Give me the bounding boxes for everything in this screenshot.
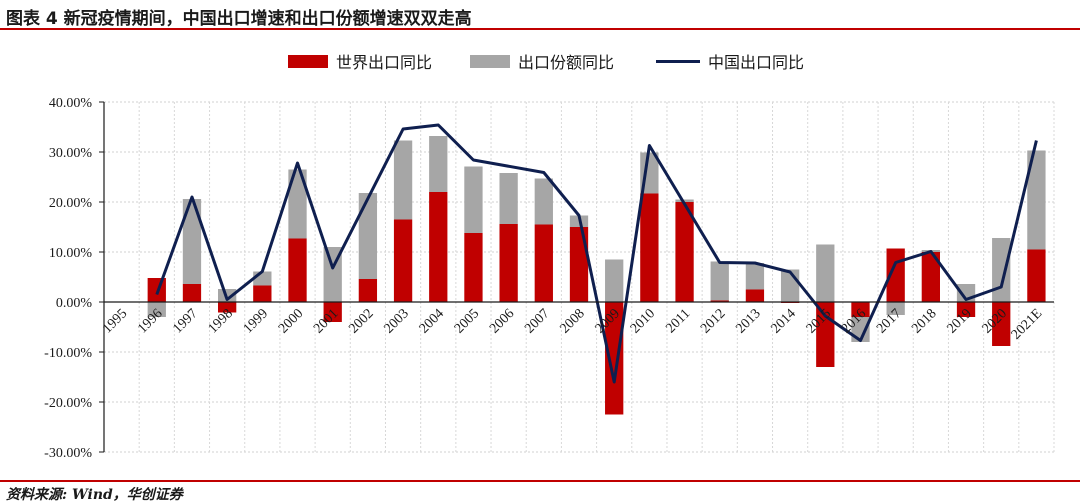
bar-share bbox=[499, 173, 518, 224]
bar-share bbox=[253, 271, 272, 286]
x-tick-label: 2002 bbox=[346, 306, 376, 336]
figure-header: 图表 4 新冠疫情期间，中国出口增速和出口份额增速双双走高 bbox=[0, 0, 1080, 30]
x-tick-label: 2008 bbox=[557, 306, 587, 336]
y-tick-label: -20.00% bbox=[44, 396, 92, 411]
figure-footer: 资料来源: Wind，华创证券 bbox=[0, 480, 1080, 504]
y-tick-label: -10.00% bbox=[44, 346, 92, 361]
bar-share bbox=[393, 140, 413, 220]
source-note: 资料来源: Wind，华创证券 bbox=[6, 487, 183, 503]
x-tick-label: 2021E bbox=[1009, 306, 1045, 342]
legend-swatch-share bbox=[470, 54, 510, 68]
y-tick-label: 30.00% bbox=[49, 146, 93, 161]
bar-share bbox=[429, 136, 448, 192]
x-tick-label: 2003 bbox=[381, 306, 411, 336]
bar-world bbox=[393, 219, 413, 302]
legend-item-world: 世界出口同比 bbox=[288, 48, 432, 74]
chart-svg: -30.00% -20.00% -10.00% 0.00% 10.00% 20.00% 30… bbox=[44, 96, 1055, 461]
x-tick-label: 1997 bbox=[170, 306, 200, 336]
bar-world bbox=[147, 278, 166, 302]
bar-world bbox=[323, 302, 342, 322]
legend-label-share: 出口份额同比 bbox=[518, 53, 615, 72]
bar-world bbox=[605, 302, 624, 415]
x-tick-label: 2013 bbox=[733, 306, 763, 336]
bar-world bbox=[851, 302, 870, 317]
x-tick-label: 1999 bbox=[241, 306, 271, 336]
bar-world bbox=[992, 302, 1011, 346]
line-series bbox=[155, 123, 1038, 384]
bar-share bbox=[745, 263, 765, 290]
x-tick-label: 2004 bbox=[417, 306, 447, 336]
x-tick-label: 2005 bbox=[452, 306, 482, 336]
bar-world bbox=[288, 238, 307, 302]
axes bbox=[99, 101, 1054, 453]
bar-share bbox=[182, 199, 202, 284]
legend-swatch-world bbox=[288, 54, 328, 68]
bar-world bbox=[921, 252, 940, 302]
bar-share bbox=[147, 302, 166, 317]
y-tick-label: 10.00% bbox=[49, 246, 93, 261]
x-tick-label: 2006 bbox=[487, 306, 517, 336]
bar-world bbox=[675, 202, 694, 302]
y-tick-label: -30.00% bbox=[44, 446, 92, 461]
x-tick-label: 2007 bbox=[522, 306, 552, 336]
x-tick-label: 2012 bbox=[698, 306, 728, 336]
bar-share bbox=[464, 166, 483, 233]
x-tick-label: 2011 bbox=[663, 306, 693, 336]
y-axis-labels: -30.00% -20.00% -10.00% 0.00% 10.00% 20.00% 30… bbox=[44, 96, 92, 461]
bar-share bbox=[675, 199, 694, 202]
bar-share bbox=[992, 238, 1011, 302]
y-tick-label: 0.00% bbox=[56, 296, 93, 311]
chart-legend: 世界出口同比 出口份额同比 中国出口同比 bbox=[0, 48, 1080, 74]
bar-world bbox=[534, 224, 553, 302]
bar-world bbox=[745, 289, 765, 302]
bar-world bbox=[569, 227, 589, 302]
bar-world bbox=[1027, 249, 1046, 302]
legend-label-china: 中国出口同比 bbox=[708, 53, 805, 72]
figure-title: 图表 4 新冠疫情期间，中国出口增速和出口份额增速双双走高 bbox=[6, 9, 472, 29]
x-tick-label: 2010 bbox=[628, 306, 658, 336]
x-tick-label: 2000 bbox=[276, 306, 306, 336]
x-tick-label: 2018 bbox=[909, 306, 939, 336]
bar-world bbox=[358, 279, 378, 302]
bar-share bbox=[288, 169, 307, 239]
line-china-export bbox=[155, 123, 1038, 384]
bar-series bbox=[147, 136, 1046, 415]
bar-world bbox=[429, 192, 448, 302]
bar-world bbox=[182, 284, 202, 302]
x-tick-label: 2014 bbox=[769, 306, 799, 336]
bar-world bbox=[499, 224, 518, 302]
bar-share bbox=[358, 193, 378, 279]
legend-item-share: 出口份额同比 bbox=[470, 48, 614, 74]
bar-world bbox=[956, 302, 976, 317]
y-tick-label: 20.00% bbox=[49, 196, 93, 211]
bar-world bbox=[464, 233, 483, 302]
y-tick-label: 40.00% bbox=[49, 96, 93, 111]
bar-world bbox=[253, 285, 272, 302]
legend-swatch-china bbox=[656, 59, 700, 63]
bar-world bbox=[640, 193, 659, 302]
bar-share bbox=[1027, 150, 1046, 250]
bar-share bbox=[605, 259, 624, 302]
bar-world bbox=[218, 302, 237, 313]
bar-share bbox=[710, 261, 729, 301]
legend-item-china: 中国出口同比 bbox=[656, 48, 804, 74]
bar-world bbox=[710, 300, 729, 302]
bar-share bbox=[816, 244, 835, 302]
bar-share bbox=[886, 302, 905, 315]
legend-label-world: 世界出口同比 bbox=[336, 53, 433, 72]
bar-share bbox=[534, 178, 553, 225]
